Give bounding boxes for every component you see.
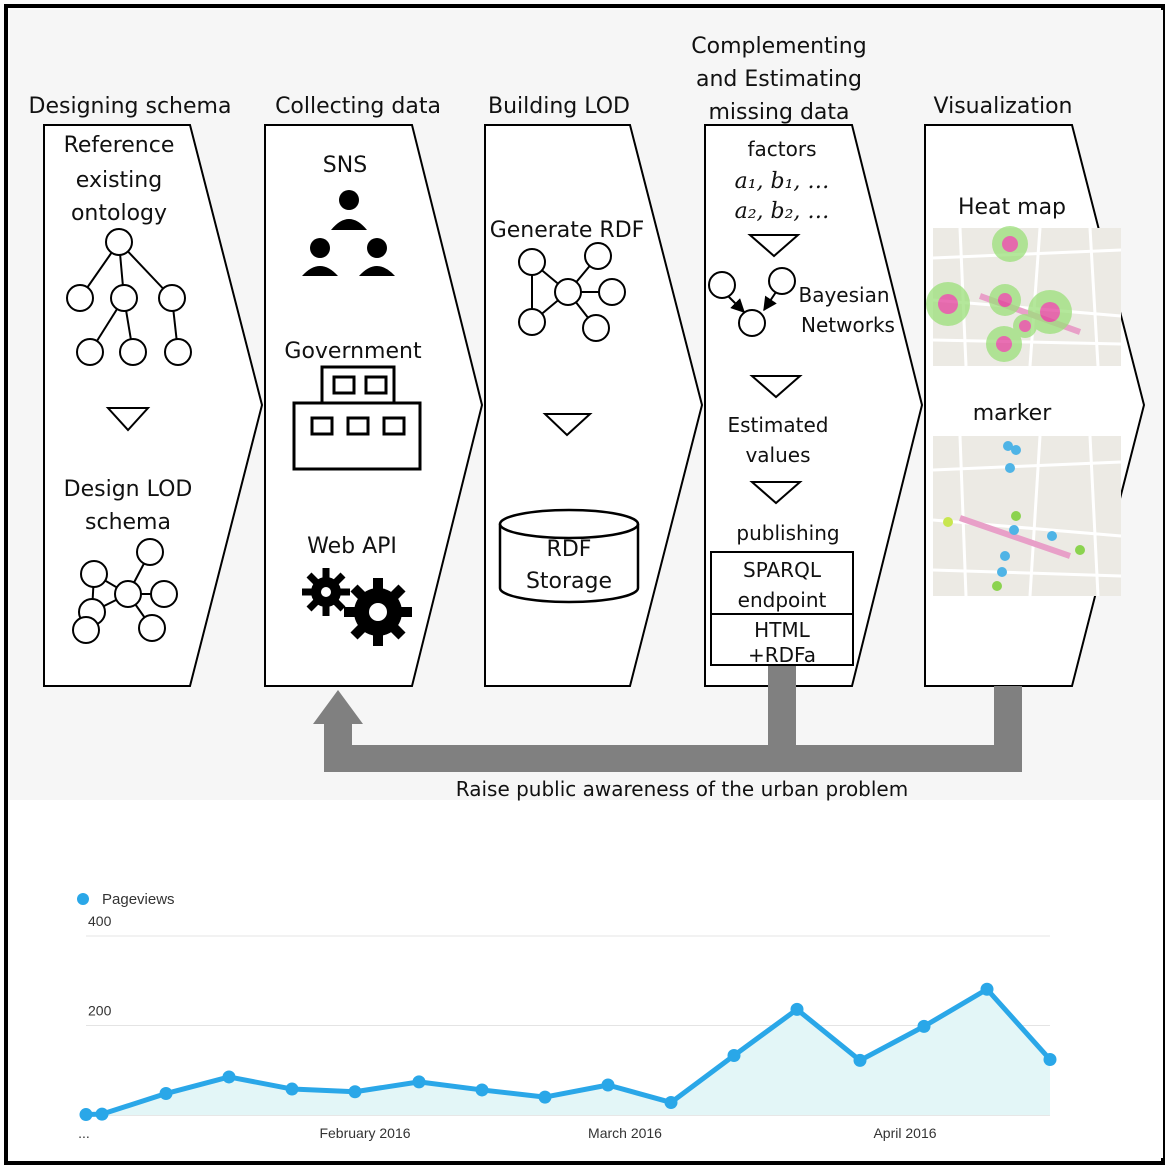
database-cylinder-icon (498, 508, 640, 604)
gears-icon (302, 568, 412, 646)
marker-label: marker (973, 401, 1052, 426)
down-triangle-icon (542, 413, 593, 437)
lod-pipeline-diagram: Designing schema Collecting data Buildin… (29, 34, 1146, 801)
stage5-title: Visualization (934, 94, 1073, 119)
down-triangle-icon (105, 407, 151, 432)
feedback-caption: Raise public awareness of the urban prob… (456, 777, 908, 801)
html-label: HTML (754, 618, 811, 642)
rdf-graph-icon (518, 242, 626, 342)
values-label: values (745, 443, 810, 467)
networks-label: Networks (801, 313, 895, 337)
marker-map-image (932, 435, 1122, 597)
stage2-title: Collecting data (275, 94, 441, 119)
stage4-title-line1: Complementing (691, 34, 866, 59)
feedback-arrow (313, 666, 1022, 772)
lod-schema-graph-icon (72, 538, 178, 644)
webapi-label: Web API (307, 534, 397, 559)
sns-label: SNS (323, 153, 367, 178)
stage3-title: Building LOD (488, 94, 630, 119)
factors-label: factors (747, 137, 816, 161)
reference-text: Reference (64, 133, 175, 158)
estimated-label: Estimated (727, 413, 828, 437)
generate-rdf-label: Generate RDF (490, 218, 645, 243)
endpoint-label: endpoint (738, 588, 827, 612)
design-lod-text: Design LOD (64, 477, 193, 502)
bayesian-label: Bayesian (798, 283, 889, 307)
factor-row1: a₁, b₁, … (735, 169, 830, 194)
down-triangle-icon (747, 234, 801, 258)
heatmap-label: Heat map (958, 195, 1066, 220)
map-pin-icon (943, 441, 1085, 591)
sparql-label: SPARQL (743, 558, 822, 582)
government-building-icon (292, 365, 422, 471)
stage1-chevron (43, 124, 264, 687)
stage4-chevron (704, 124, 924, 687)
down-triangle-icon (749, 481, 803, 505)
publishing-label: publishing (736, 521, 839, 545)
ontology-tree-icon (66, 228, 192, 366)
heatmap-image (926, 226, 1122, 367)
existing-text: existing (76, 168, 162, 193)
storage-label: Storage (526, 569, 612, 594)
down-triangle-icon (749, 375, 803, 399)
publish-box (710, 551, 854, 666)
ontology-text: ontology (71, 201, 167, 226)
stage4-title-line3: missing data (708, 100, 849, 125)
rdfa-label: +RDFa (748, 643, 816, 667)
stage4-title-line2: and Estimating (696, 67, 862, 92)
schema-text: schema (85, 510, 171, 535)
people-icon (302, 190, 395, 276)
factor-row2: a₂, b₂, … (735, 199, 830, 224)
government-label: Government (284, 339, 422, 364)
outer-frame (4, 4, 1165, 1165)
bayesian-network-icon (708, 267, 796, 337)
rdf-label: RDF (547, 537, 592, 562)
chart-background (10, 800, 1163, 1158)
stage1-title: Designing schema (29, 94, 232, 119)
